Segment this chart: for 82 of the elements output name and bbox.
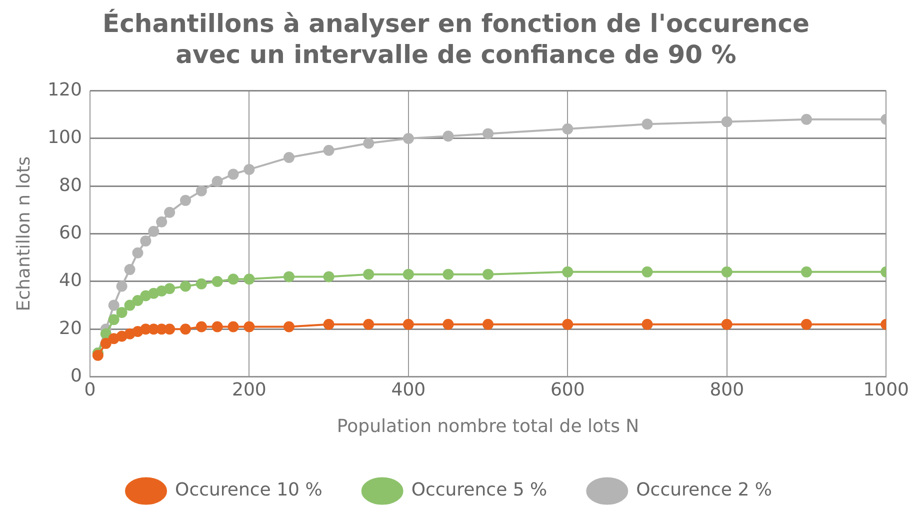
y-tick-label: 80 xyxy=(59,174,82,196)
point xyxy=(148,226,160,237)
point xyxy=(283,321,294,332)
point xyxy=(196,185,207,196)
point xyxy=(363,318,374,330)
point xyxy=(180,324,191,335)
point xyxy=(442,318,454,330)
point xyxy=(721,116,732,128)
point xyxy=(212,321,223,332)
point xyxy=(180,194,191,206)
y-tick-label: 20 xyxy=(59,318,82,339)
point xyxy=(800,114,812,125)
point xyxy=(164,324,176,335)
point xyxy=(164,206,176,218)
point xyxy=(800,266,812,278)
point xyxy=(642,266,653,278)
point xyxy=(92,350,104,361)
x-tick-label: 0 xyxy=(84,379,96,400)
point xyxy=(562,123,574,134)
point xyxy=(323,318,334,330)
point xyxy=(244,274,255,285)
point xyxy=(116,306,128,318)
y-tick-label: 120 xyxy=(48,79,82,100)
point xyxy=(442,268,454,280)
point xyxy=(180,280,191,292)
point xyxy=(108,300,120,311)
point xyxy=(196,278,207,290)
point xyxy=(642,118,653,130)
point xyxy=(562,266,574,278)
point xyxy=(562,318,574,330)
y-tick-label: 40 xyxy=(59,270,82,292)
point xyxy=(721,266,732,278)
x-tick-label: 400 xyxy=(391,379,426,400)
point xyxy=(156,286,168,296)
point xyxy=(323,271,334,282)
legend-label: Occurence 10 % xyxy=(175,480,322,501)
point xyxy=(402,318,414,330)
point xyxy=(108,314,120,326)
point xyxy=(164,283,176,294)
point xyxy=(323,144,334,156)
y-tick-label: 60 xyxy=(59,222,82,244)
point xyxy=(402,268,414,280)
y-tick-label: 100 xyxy=(48,127,82,148)
point xyxy=(228,321,239,332)
point xyxy=(228,274,239,285)
y-tick-label: 0 xyxy=(70,365,82,386)
point xyxy=(283,152,294,164)
point xyxy=(212,176,223,187)
point xyxy=(363,138,374,149)
point xyxy=(100,338,112,349)
point xyxy=(363,268,374,280)
y-axis-title: Echantillon n lots xyxy=(13,156,34,312)
x-axis-title: Population nombre total de lots N xyxy=(336,416,640,437)
point xyxy=(132,247,144,258)
point xyxy=(482,318,494,330)
legend-label: Occurence 2 % xyxy=(636,480,772,501)
point xyxy=(482,128,494,140)
point xyxy=(156,216,168,228)
point xyxy=(124,300,136,311)
point xyxy=(442,130,454,142)
point xyxy=(482,268,494,280)
point xyxy=(140,235,152,246)
point xyxy=(212,276,223,287)
x-tick-label: 600 xyxy=(550,379,585,400)
legend-label: Occurence 5 % xyxy=(411,480,548,501)
x-tick-label: 1000 xyxy=(863,379,909,400)
point xyxy=(132,295,144,306)
point xyxy=(642,318,653,330)
point xyxy=(228,168,239,180)
x-tick-label: 200 xyxy=(232,379,266,400)
point xyxy=(800,318,812,330)
point xyxy=(196,321,207,332)
point xyxy=(116,280,128,292)
x-tick-label: 800 xyxy=(710,379,744,400)
point xyxy=(244,321,255,332)
chart-title: Échantillons à analyser en fonction de l'occurence avec un intervalle de confiance de 90 % xyxy=(102,8,810,71)
point xyxy=(402,132,414,144)
point xyxy=(100,328,112,340)
point xyxy=(124,264,136,276)
point xyxy=(244,164,255,175)
point xyxy=(721,318,732,330)
point xyxy=(283,271,294,282)
